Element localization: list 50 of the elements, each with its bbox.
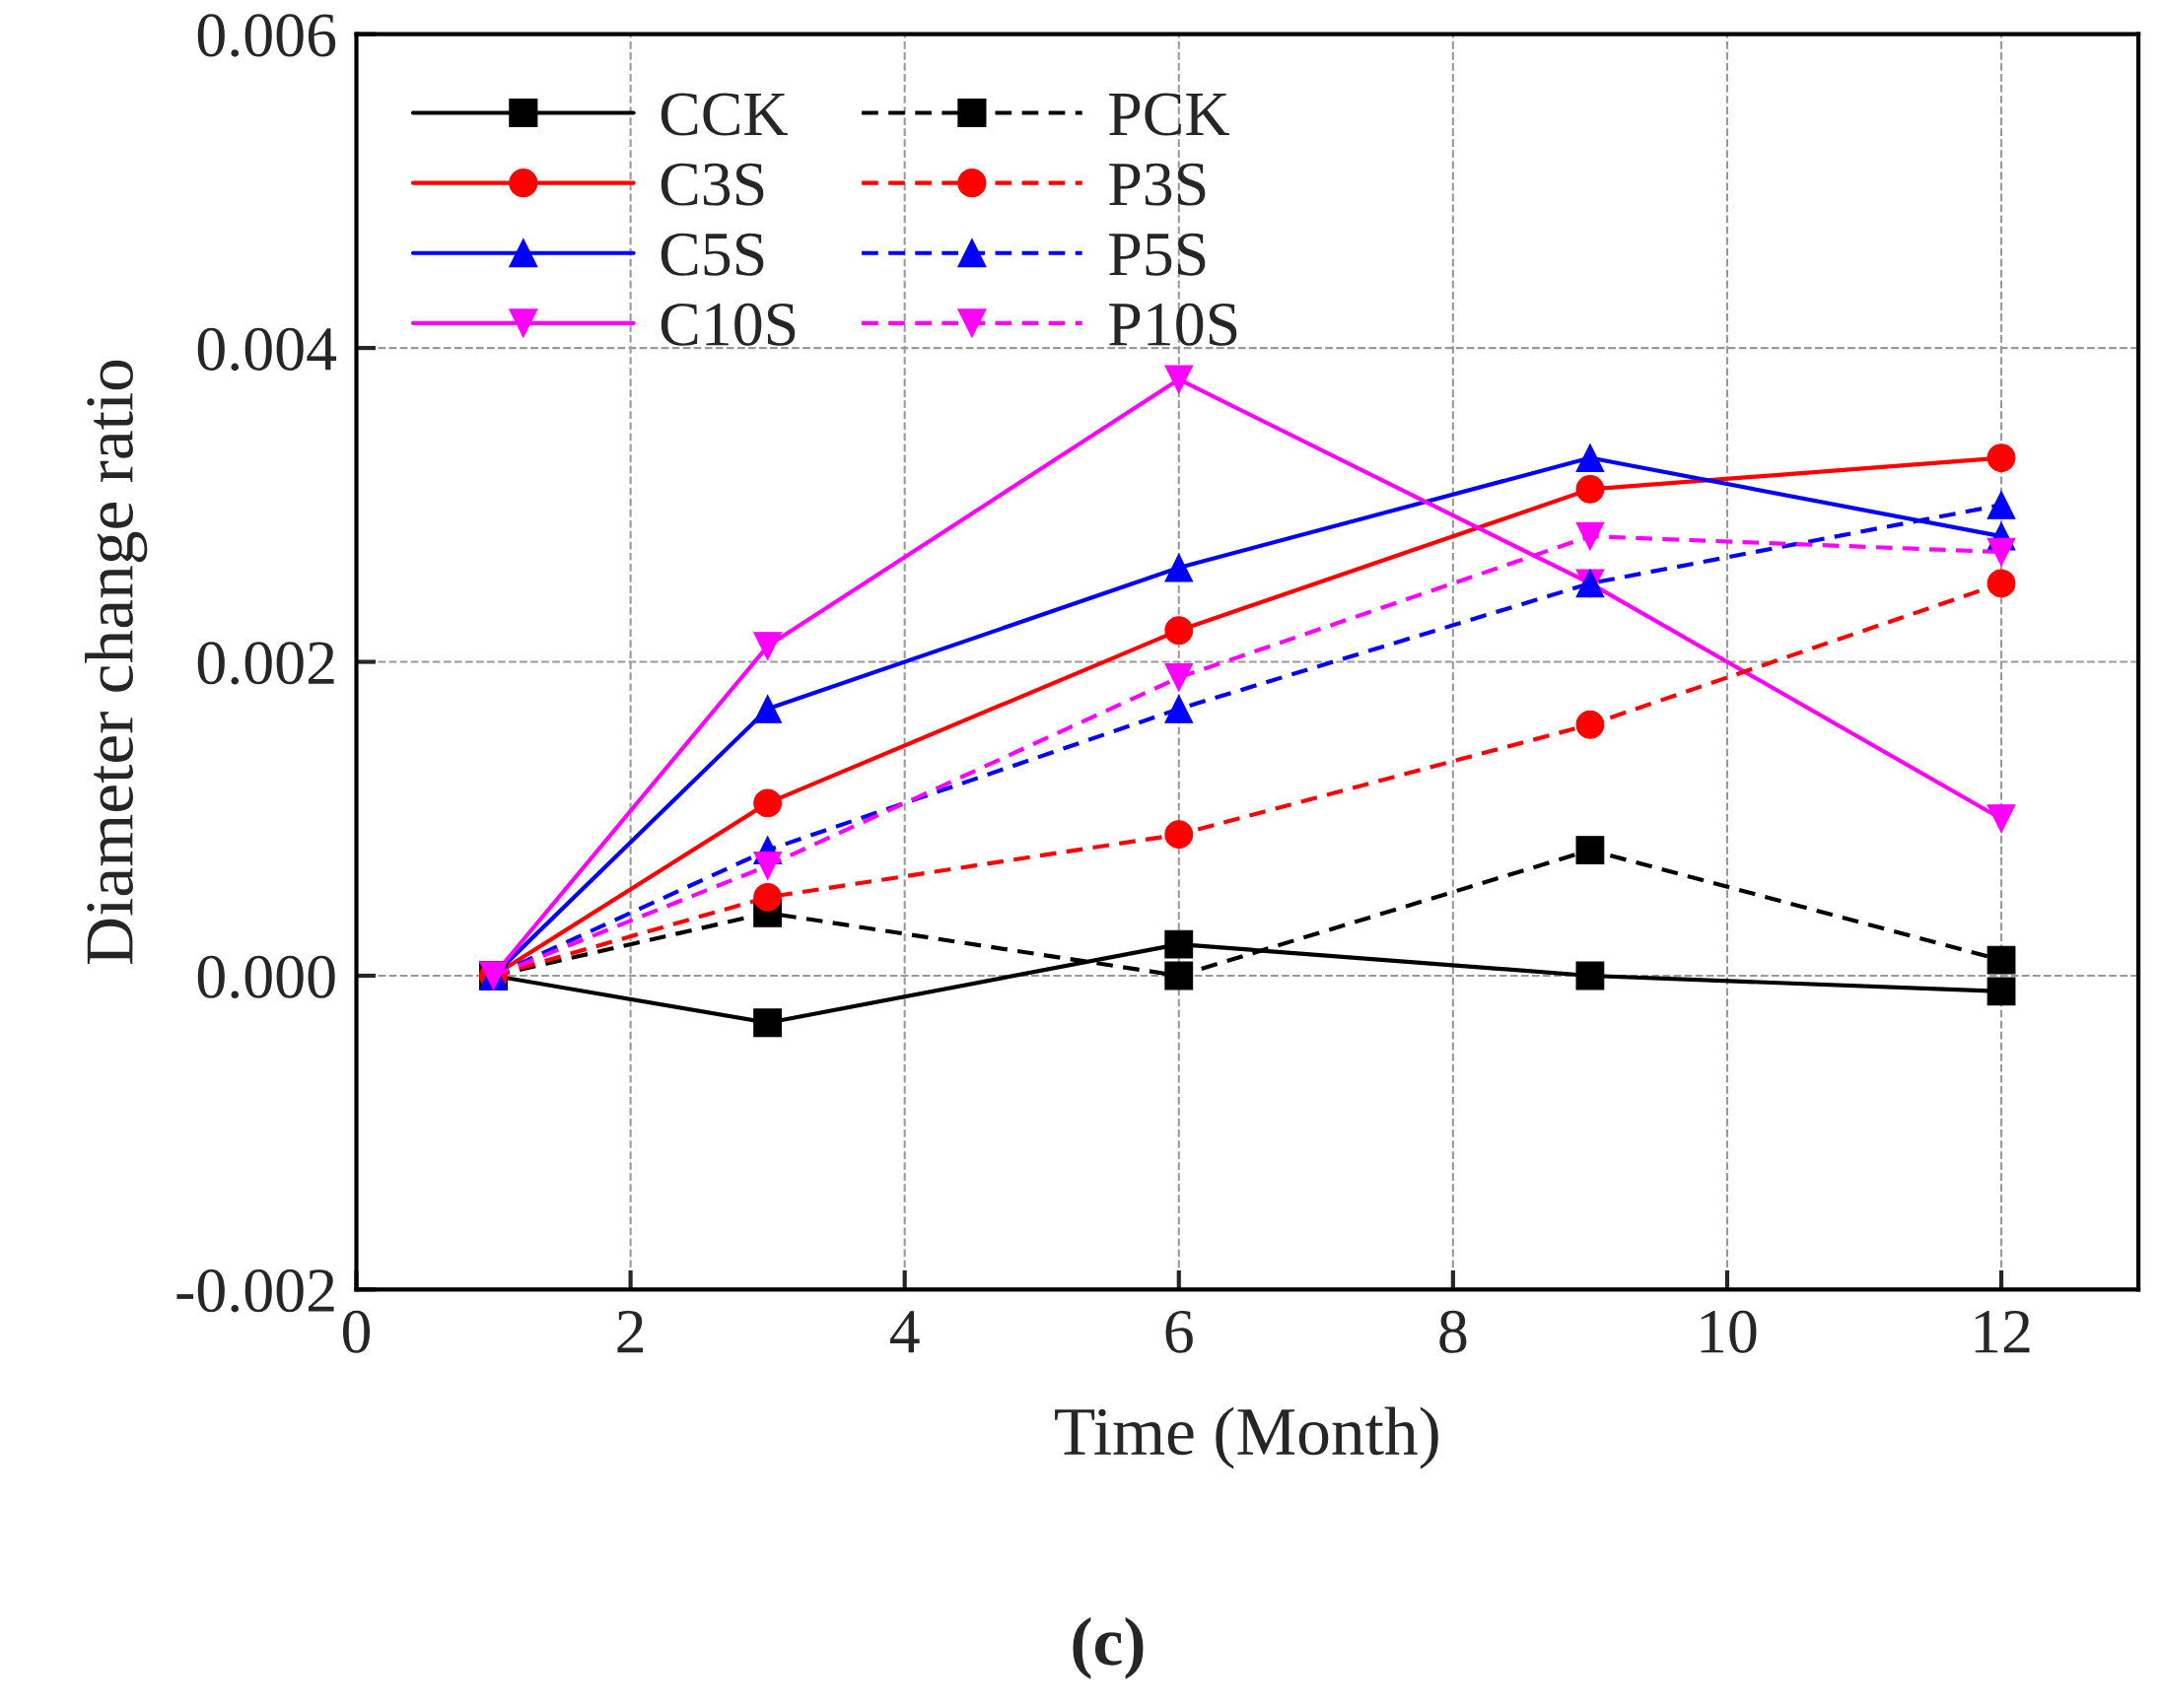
point — [753, 852, 783, 880]
y-tick-label: -0.002 — [176, 1269, 334, 1313]
point — [1164, 694, 1194, 723]
point — [1986, 444, 2016, 472]
y-tick-label: 0.000 — [197, 955, 335, 999]
point — [753, 694, 783, 723]
point — [1986, 490, 2016, 519]
point — [753, 882, 783, 912]
y-tick-label: 0.002 — [197, 642, 334, 685]
legend-label: C3S — [661, 163, 764, 206]
point — [1986, 977, 2016, 1006]
point — [1164, 929, 1194, 959]
point — [1986, 804, 2016, 834]
x-tick-label: 10 — [1701, 1310, 1757, 1353]
legend-label: CCK — [661, 93, 788, 136]
legend-label: C10S — [661, 303, 796, 346]
point — [1986, 569, 2016, 598]
point — [1164, 553, 1194, 582]
legend-label: P5S — [1109, 233, 1206, 276]
point — [1575, 961, 1605, 991]
point — [1575, 836, 1605, 865]
point — [1575, 444, 1605, 472]
x-tick-label: 12 — [1975, 1310, 2030, 1353]
point — [1164, 961, 1194, 991]
x-tick-label: 4 — [889, 1311, 920, 1353]
x-axis-title: Time (Month) — [1055, 1406, 1438, 1469]
point — [1164, 663, 1194, 692]
x-tick-label: 0 — [342, 1310, 371, 1353]
legend-label: P10S — [1109, 303, 1237, 346]
y-tick-label: 0.006 — [197, 14, 336, 57]
point — [1575, 521, 1605, 551]
point — [1164, 365, 1194, 394]
legend-label: P3S — [1109, 163, 1206, 206]
y-tick-label: 0.004 — [197, 327, 337, 372]
point — [753, 1008, 783, 1038]
text: (c) — [1073, 1616, 1144, 1679]
x-tick-label: 6 — [1165, 1310, 1193, 1353]
point — [1164, 616, 1194, 646]
point — [1575, 474, 1605, 504]
y-axis-title: Diameter change ratio — [85, 360, 148, 965]
point — [1986, 537, 2016, 567]
point — [753, 788, 783, 818]
point — [1164, 820, 1194, 850]
point — [1986, 945, 2016, 975]
x-tick-label: 8 — [1439, 1310, 1467, 1353]
point — [1575, 710, 1605, 739]
x-tick-label: 2 — [617, 1310, 644, 1353]
legend-label: PCK — [1109, 93, 1229, 136]
legend-label: C5S — [661, 233, 764, 276]
point — [753, 632, 783, 661]
